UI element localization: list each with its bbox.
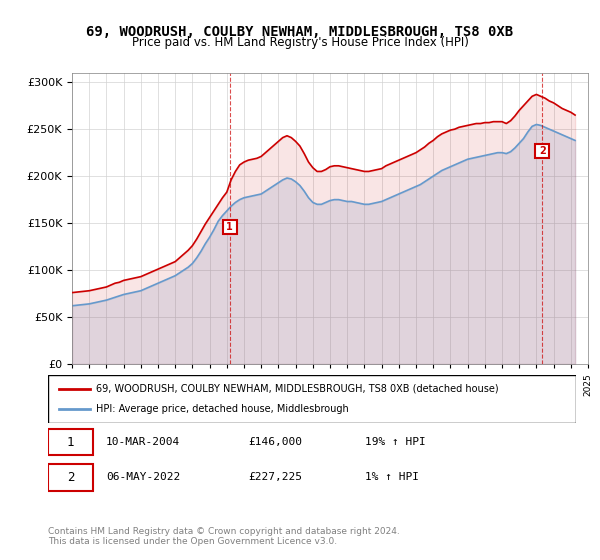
Text: Price paid vs. HM Land Registry's House Price Index (HPI): Price paid vs. HM Land Registry's House …	[131, 36, 469, 49]
Text: Contains HM Land Registry data © Crown copyright and database right 2024.
This d: Contains HM Land Registry data © Crown c…	[48, 526, 400, 546]
Text: HPI: Average price, detached house, Middlesbrough: HPI: Average price, detached house, Midd…	[95, 404, 348, 414]
Text: 19% ↑ HPI: 19% ↑ HPI	[365, 437, 425, 447]
Text: 1% ↑ HPI: 1% ↑ HPI	[365, 472, 419, 482]
Text: 10-MAR-2004: 10-MAR-2004	[106, 437, 181, 447]
FancyBboxPatch shape	[48, 464, 93, 491]
Text: 1: 1	[67, 436, 74, 449]
FancyBboxPatch shape	[48, 429, 93, 455]
Text: 69, WOODRUSH, COULBY NEWHAM, MIDDLESBROUGH, TS8 0XB: 69, WOODRUSH, COULBY NEWHAM, MIDDLESBROU…	[86, 25, 514, 39]
Text: 1: 1	[226, 222, 233, 232]
Text: 06-MAY-2022: 06-MAY-2022	[106, 472, 181, 482]
Text: 2: 2	[67, 471, 74, 484]
Text: 2: 2	[539, 146, 545, 156]
FancyBboxPatch shape	[48, 375, 576, 423]
Text: £227,225: £227,225	[248, 472, 302, 482]
Text: 69, WOODRUSH, COULBY NEWHAM, MIDDLESBROUGH, TS8 0XB (detached house): 69, WOODRUSH, COULBY NEWHAM, MIDDLESBROU…	[95, 384, 498, 394]
Text: £146,000: £146,000	[248, 437, 302, 447]
